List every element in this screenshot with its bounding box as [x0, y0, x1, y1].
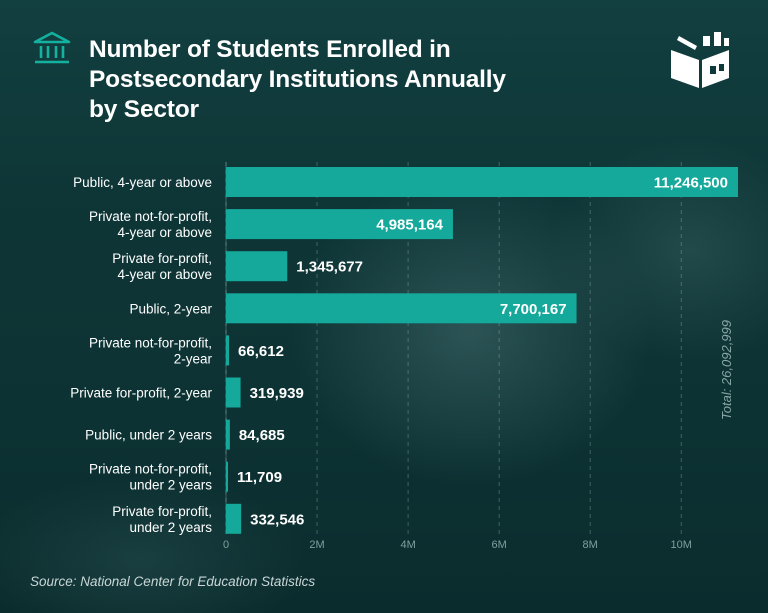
bar: [226, 419, 230, 450]
chart-x-axis-ticks: 0 2M 4M 6M 8M 10M: [223, 539, 692, 551]
x-tick-label: 6M: [492, 539, 507, 551]
x-tick-label: 4M: [400, 539, 415, 551]
bar: [226, 293, 577, 324]
category-label: Private not-for-profit,: [89, 209, 212, 224]
bar: [226, 335, 230, 366]
title-line-2: Postsecondary Institutions Annually: [89, 66, 506, 93]
source-note: Source: National Center for Education St…: [30, 574, 316, 589]
value-label: 66,612: [238, 343, 284, 360]
x-tick-label: 0: [223, 539, 229, 551]
value-label: 84,685: [239, 427, 285, 444]
brand-logo-icon: [671, 32, 729, 88]
x-tick-label: 8M: [583, 539, 598, 551]
category-label: Private not-for-profit,: [89, 335, 212, 350]
chart-value-labels: 11,246,500 4,985,164 1,345,677 7,700,167 66,…: [237, 175, 728, 529]
value-label: 7,700,167: [500, 301, 567, 318]
category-label: Private for-profit,: [112, 251, 212, 266]
category-label: Private not-for-profit,: [89, 462, 212, 477]
category-label: Public, 2-year: [129, 301, 212, 316]
category-label: Private for-profit,: [112, 504, 212, 519]
title-line-1: Number of Students Enrolled in: [89, 36, 451, 63]
category-label: 2-year: [174, 351, 213, 366]
value-label: 319,939: [250, 385, 304, 402]
page-title: Number of Students Enrolled in Postsecon…: [89, 35, 609, 125]
bar: [226, 251, 288, 282]
category-label: 4-year or above: [117, 267, 212, 282]
value-label: 332,546: [250, 511, 304, 528]
value-label: 11,246,500: [654, 175, 728, 192]
value-label: 1,345,677: [296, 259, 363, 276]
category-label: under 2 years: [129, 478, 212, 493]
value-label: 4,985,164: [376, 217, 443, 234]
chart-bars: [226, 167, 738, 534]
x-tick-label: 10M: [671, 539, 692, 551]
bar: [226, 377, 241, 408]
bar: [226, 503, 242, 534]
bank-icon: [33, 31, 71, 64]
bar-chart: Public, 4-year or above Private not-for-p…: [70, 162, 738, 551]
category-label: Public, under 2 years: [85, 428, 212, 443]
value-label: 11,709: [237, 469, 282, 486]
total-annotation: Total: 26,092,999: [719, 320, 734, 420]
chart-category-labels: Public, 4-year or above Private not-for-p…: [70, 175, 212, 535]
bar: [226, 209, 453, 240]
title-line-3: by Sector: [89, 96, 199, 123]
x-tick-label: 2M: [309, 539, 324, 551]
category-label: Public, 4-year or above: [73, 175, 212, 190]
bar: [226, 461, 228, 492]
category-label: 4-year or above: [117, 225, 212, 240]
bar: [226, 167, 738, 197]
category-label: Private for-profit, 2-year: [70, 386, 212, 401]
category-label: under 2 years: [129, 520, 212, 535]
